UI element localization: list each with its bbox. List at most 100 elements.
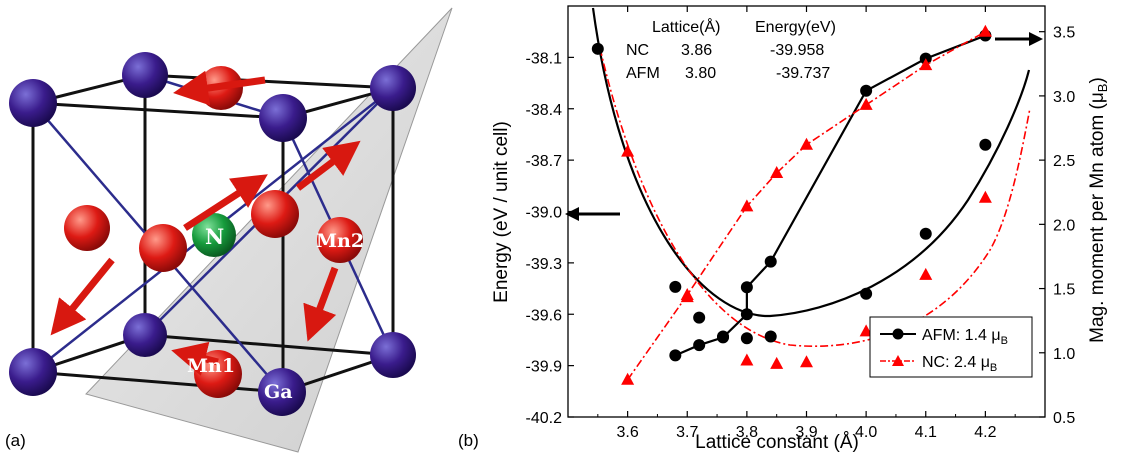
nc-energy-curve: [599, 47, 1031, 348]
chart-series: [591, 24, 992, 385]
series-line-nc_moment: [626, 30, 986, 381]
y2-axis-label: Mag. moment per Mn atom (μB): [1087, 77, 1110, 343]
series-line-afm_moment: [674, 34, 986, 357]
y2-tick-label: 3.5: [1053, 25, 1075, 42]
y-axis-label: Energy (eV / unit cell): [491, 121, 512, 303]
x-tick-label: 3.7: [676, 424, 698, 441]
x-axis-label: Lattice constant (Å): [695, 432, 859, 453]
data-point-afm_energy: [979, 138, 992, 151]
data-point-afm_moment: [693, 339, 706, 352]
legend: AFM: 1.4 μB NC: 2.4 μB: [869, 316, 1033, 378]
y2-tick-label: 0.5: [1053, 410, 1075, 427]
mn-atom: [317, 217, 363, 263]
data-point-nc_energy: [859, 324, 873, 337]
data-point-nc_energy: [978, 190, 992, 203]
ga-atom: [123, 313, 167, 357]
data-point-nc_moment: [800, 137, 813, 150]
data-point-nc_energy: [621, 144, 635, 157]
y2-tick-label: 2.5: [1053, 153, 1075, 170]
table-cell: -39.958: [770, 42, 824, 59]
data-point-afm_moment: [764, 255, 777, 268]
y-tick-label: -38.7: [526, 153, 563, 170]
inset-table: Lattice(Å) Energy(eV) NC 3.86 -39.958 AF…: [626, 17, 836, 82]
data-point-nc_moment: [978, 24, 992, 37]
crystal-structure: N Mn2 Mn1 Ga: [9, 7, 453, 453]
x-tick-label: 4.0: [855, 424, 877, 441]
x-tick-label: 4.2: [974, 424, 996, 441]
y2-tick-label: 1.5: [1053, 282, 1075, 299]
data-point-afm_energy: [764, 330, 777, 343]
data-point-nc_moment: [770, 165, 784, 178]
data-point-nc_moment: [680, 287, 694, 300]
data-point-nc_moment: [919, 58, 933, 71]
table-header-lattice: Lattice(Å): [652, 17, 720, 36]
x-tick-label: 3.8: [736, 424, 758, 441]
mn1-atom-label: Mn1: [187, 355, 235, 377]
y2-tick-label: 2.0: [1053, 217, 1075, 234]
data-point-afm_moment: [717, 331, 730, 344]
n-atom-label: N: [205, 224, 224, 249]
data-point-nc_moment: [740, 199, 754, 212]
mn-atom: [139, 224, 187, 272]
data-point-nc_energy: [800, 355, 813, 368]
y-tick-label: -39.9: [526, 359, 563, 376]
ga-atom: [9, 348, 57, 396]
data-point-nc_moment: [621, 372, 635, 385]
data-point-afm_energy: [693, 311, 706, 324]
y-tick-label: -38.1: [526, 50, 563, 67]
panel-a-label: (a): [5, 431, 26, 450]
y2-tick-label: 3.0: [1053, 89, 1075, 106]
data-point-afm_energy: [860, 287, 873, 300]
table-header-energy: Energy(eV): [755, 19, 836, 36]
data-point-afm_moment: [740, 308, 753, 321]
ga-atom: [370, 332, 416, 378]
legend-nc-label: NC: 2.4 μB: [922, 354, 997, 374]
ga-atom-label: Ga: [264, 381, 293, 403]
y-tick-label: -39.0: [526, 205, 563, 222]
mn2-atom-label: Mn2: [316, 230, 364, 252]
data-point-nc_energy: [770, 356, 784, 369]
ga-atom: [370, 65, 416, 111]
chart-area: 3.6 3.7 3.8 3.9 4.0 4.1 4.2 -38.1 -38.4 -38.7 -39.…: [491, 5, 1110, 453]
y-tick-label: -39.6: [526, 307, 563, 324]
data-point-nc_energy: [740, 353, 754, 366]
data-point-afm_energy: [591, 42, 604, 55]
n-atom: [192, 213, 236, 257]
axis-arrows: [565, 32, 1043, 221]
legend-box: [869, 316, 1033, 378]
ga-atom: [122, 52, 168, 98]
ga-atom: [9, 79, 57, 127]
y-tick-label: -39.3: [526, 256, 563, 273]
ga-atom: [259, 94, 307, 142]
ga-atom: [258, 368, 306, 416]
data-point-afm_energy: [740, 332, 753, 345]
spin-arrows: [50, 70, 361, 376]
x-tick-label: 3.9: [795, 424, 817, 441]
y-tick-label: -40.2: [526, 410, 563, 427]
x-tick-label: 4.1: [915, 424, 937, 441]
data-point-afm_moment: [740, 281, 753, 294]
data-point-nc_energy: [919, 267, 933, 280]
table-cell: 3.80: [685, 65, 716, 82]
chart-frame: 3.6 3.7 3.8 3.9 4.0 4.1 4.2 -38.1 -38.4 -38.7 -39.…: [526, 5, 1075, 441]
legend-nc-marker: [892, 355, 904, 366]
x-tick-label: 3.6: [617, 424, 639, 441]
data-point-afm_moment: [669, 349, 682, 362]
data-point-afm_energy: [669, 280, 682, 293]
data-point-nc_moment: [859, 97, 873, 110]
panel-b-label: (b): [458, 431, 479, 450]
legend-afm-marker: [892, 328, 904, 340]
mn-atom: [64, 205, 110, 251]
table-cell: -39.737: [776, 65, 830, 82]
y-tick-label: -38.4: [526, 102, 563, 119]
table-cell: NC: [626, 42, 649, 59]
legend-afm-label: AFM: 1.4 μB: [922, 327, 1008, 347]
afm-energy-curve: [591, 7, 1031, 318]
mn-atom: [251, 190, 299, 238]
data-point-afm_moment: [860, 84, 873, 97]
y2-tick-label: 1.0: [1053, 346, 1075, 363]
data-point-afm_energy: [919, 227, 932, 240]
table-cell: AFM: [626, 65, 660, 82]
table-cell: 3.86: [681, 42, 712, 59]
